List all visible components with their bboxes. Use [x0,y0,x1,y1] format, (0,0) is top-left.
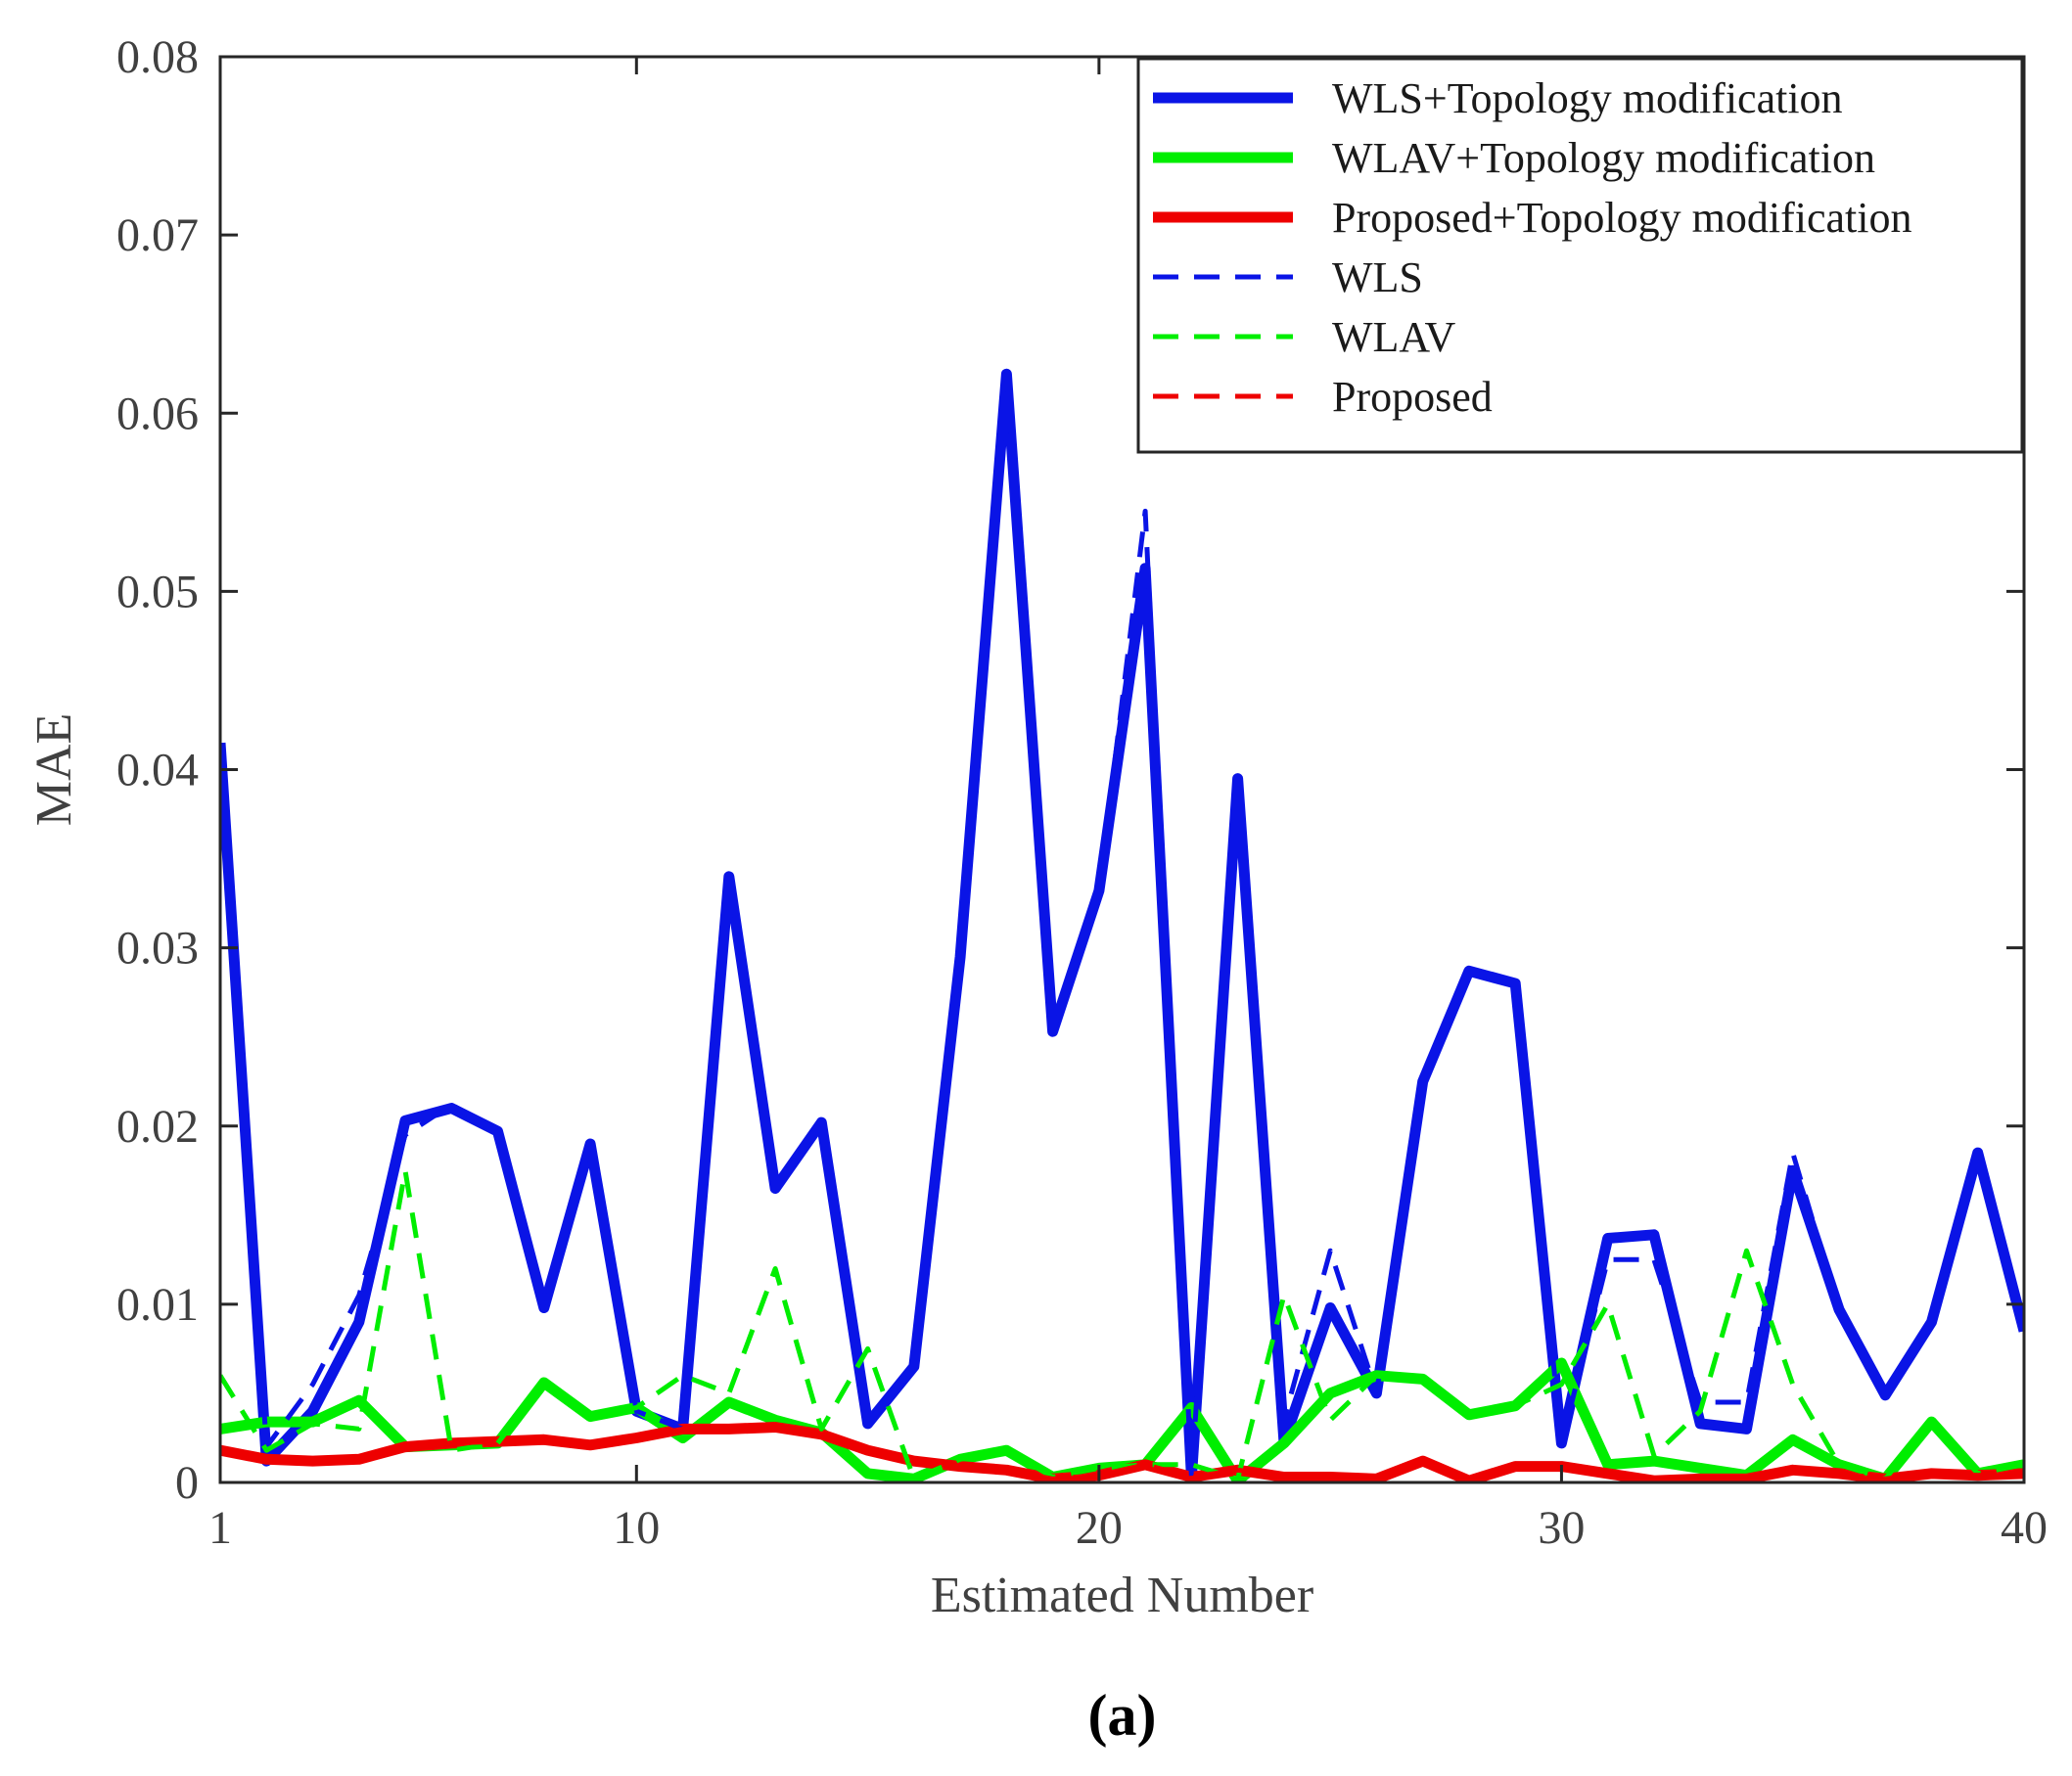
y-tick-label: 0 [175,1457,199,1509]
x-tick-label: 10 [613,1502,660,1554]
x-tick-label: 40 [2001,1502,2048,1554]
legend: WLS+Topology modification WLAV+Topology m… [1136,57,2024,454]
legend-entry: WLS+Topology modification [1332,74,1843,122]
legend-box [1136,57,2024,454]
x-tick-label: 20 [1076,1502,1123,1554]
x-tick-label: 1 [208,1502,232,1554]
legend-entry: WLAV [1332,313,1456,361]
y-tick-label: 0.04 [116,745,199,797]
y-tick-label: 0.07 [116,209,199,261]
legend-entry: Proposed+Topology modification [1332,194,1911,242]
y-tick-label: 0.05 [116,566,199,617]
series-layer [220,368,2024,1482]
legend-entry: Proposed [1332,373,1493,421]
legend-entry: WLS [1332,253,1423,301]
y-tick-label: 0.02 [116,1101,199,1153]
series-line-wlav [220,1167,2024,1481]
x-axis-label: Estimated Number [931,1568,1313,1623]
series-line-wls [220,371,2024,1480]
series-line-proposed [220,1425,2024,1482]
y-tick-label: 0.01 [116,1279,199,1331]
legend-entry: WLAV+Topology modification [1332,134,1875,182]
y-axis-label: MAE [26,713,82,827]
x-tick-label: 30 [1538,1502,1585,1554]
ticks-layer: 1 10 20 30 40 0 0.01 0.02 0.03 0.04 0.05 0.06 0.07 0.… [116,31,2048,1554]
y-tick-label: 0.08 [116,31,199,83]
y-tick-label: 0.03 [116,923,199,975]
figure-caption: (a) [1088,1683,1157,1748]
y-tick-label: 0.06 [116,387,199,439]
